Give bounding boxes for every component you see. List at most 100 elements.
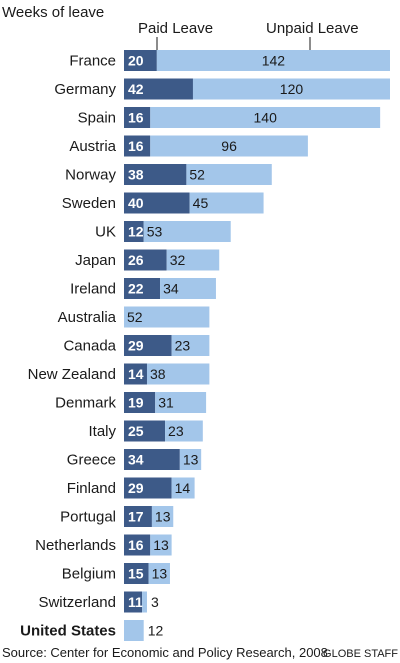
bar-unpaid-belgium bbox=[148, 563, 170, 584]
bar-unpaid-norway bbox=[186, 164, 272, 185]
category-label-france: France bbox=[69, 53, 116, 70]
value-label-unpaid-uk: 53 bbox=[147, 224, 163, 240]
value-label-paid-norway: 38 bbox=[128, 167, 144, 183]
bar-paid-finland bbox=[124, 477, 172, 499]
category-label-australia: Australia bbox=[58, 309, 117, 326]
value-label-paid-netherlands: 16 bbox=[128, 537, 144, 553]
value-label-paid-italy: 25 bbox=[128, 423, 144, 439]
bar-unpaid-japan bbox=[166, 249, 220, 271]
bar-paid-france bbox=[124, 50, 157, 71]
value-label-paid-austria: 16 bbox=[128, 138, 144, 154]
value-label-unpaid-australia: 52 bbox=[127, 309, 143, 325]
value-label-paid-ireland: 22 bbox=[128, 281, 144, 297]
source-note: Source: Center for Economic and Policy R… bbox=[2, 645, 328, 660]
value-label-unpaid-sweden: 45 bbox=[193, 195, 209, 211]
category-label-ireland: Ireland bbox=[70, 281, 116, 298]
bar-paid-denmark bbox=[124, 392, 156, 413]
legend-paid-label: Paid Leave bbox=[138, 20, 213, 37]
bar-unpaid-australia bbox=[124, 306, 210, 328]
category-label-denmark: Denmark bbox=[55, 395, 116, 412]
bar-unpaid-portugal bbox=[151, 506, 174, 527]
category-label-switzerland: Switzerland bbox=[38, 594, 116, 611]
value-label-unpaid-switzerland: 3 bbox=[151, 594, 159, 610]
value-label-unpaid-austria: 96 bbox=[221, 138, 237, 154]
value-label-paid-finland: 29 bbox=[128, 480, 144, 496]
value-label-unpaid-ireland: 34 bbox=[163, 281, 179, 297]
category-label-canada: Canada bbox=[63, 338, 116, 355]
value-label-unpaid-france: 142 bbox=[262, 53, 286, 69]
value-label-unpaid-united-states: 12 bbox=[148, 623, 164, 639]
bar-unpaid-canada bbox=[171, 335, 210, 356]
category-label-finland: Finland bbox=[67, 480, 116, 497]
bar-unpaid-ireland bbox=[160, 278, 216, 299]
bar-paid-canada bbox=[124, 335, 172, 356]
category-label-greece: Greece bbox=[67, 452, 116, 469]
bar-unpaid-italy bbox=[165, 420, 203, 442]
value-label-unpaid-canada: 23 bbox=[175, 338, 191, 354]
bar-paid-portugal bbox=[124, 506, 152, 527]
value-label-paid-japan: 26 bbox=[128, 252, 144, 268]
category-label-netherlands: Netherlands bbox=[35, 537, 116, 554]
bar-unpaid-germany bbox=[192, 78, 390, 100]
category-label-sweden: Sweden bbox=[62, 195, 116, 212]
bar-paid-netherlands bbox=[124, 534, 151, 556]
bar-unpaid-denmark bbox=[155, 392, 207, 413]
bar-paid-ireland bbox=[124, 278, 161, 299]
bar-paid-norway bbox=[124, 164, 187, 185]
bar-paid-germany bbox=[124, 78, 193, 100]
bar-unpaid-greece bbox=[179, 449, 202, 470]
value-label-paid-greece: 34 bbox=[128, 452, 144, 468]
value-label-unpaid-italy: 23 bbox=[168, 423, 184, 439]
value-label-unpaid-denmark: 31 bbox=[158, 395, 174, 411]
value-label-paid-spain: 16 bbox=[128, 110, 144, 126]
bar-unpaid-austria bbox=[150, 135, 308, 157]
bar-paid-uk bbox=[124, 221, 144, 242]
bar-paid-switzerland bbox=[124, 591, 143, 613]
value-label-unpaid-greece: 13 bbox=[183, 452, 199, 468]
value-label-unpaid-new-zealand: 38 bbox=[150, 366, 166, 382]
value-label-paid-sweden: 40 bbox=[128, 195, 144, 211]
chart-title: Weeks of leave bbox=[2, 4, 104, 21]
category-label-portugal: Portugal bbox=[60, 509, 116, 526]
value-label-unpaid-netherlands: 13 bbox=[153, 537, 169, 553]
bar-unpaid-netherlands bbox=[150, 534, 172, 556]
category-label-austria: Austria bbox=[69, 138, 116, 155]
value-label-paid-portugal: 17 bbox=[128, 509, 144, 525]
bar-paid-austria bbox=[124, 135, 151, 157]
bar-unpaid-france bbox=[156, 50, 390, 71]
bar-unpaid-switzerland bbox=[142, 591, 147, 613]
value-label-unpaid-portugal: 13 bbox=[155, 509, 171, 525]
bar-unpaid-new-zealand bbox=[146, 363, 210, 385]
value-label-paid-canada: 29 bbox=[128, 338, 144, 354]
category-label-belgium: Belgium bbox=[62, 566, 116, 583]
bar-paid-japan bbox=[124, 249, 167, 271]
value-label-paid-switzerland: 11 bbox=[128, 594, 143, 610]
bar-unpaid-uk bbox=[143, 221, 231, 242]
value-label-unpaid-norway: 52 bbox=[189, 167, 205, 183]
category-label-germany: Germany bbox=[54, 81, 116, 98]
bar-unpaid-united-states bbox=[124, 620, 144, 641]
value-label-unpaid-germany: 120 bbox=[280, 81, 304, 97]
bar-paid-new-zealand bbox=[124, 363, 147, 385]
legend-unpaid-label: Unpaid Leave bbox=[266, 20, 359, 37]
category-label-italy: Italy bbox=[88, 423, 116, 440]
bars-layer: France 20 142 Germany 42 120 Spain 16 140 Austria… bbox=[20, 50, 390, 641]
category-label-japan: Japan bbox=[75, 252, 116, 269]
bar-paid-italy bbox=[124, 420, 166, 442]
category-label-united-states: United States bbox=[20, 623, 116, 640]
value-label-paid-denmark: 19 bbox=[128, 395, 144, 411]
bar-unpaid-spain bbox=[150, 107, 381, 128]
credit-note: GLOBE STAFF bbox=[323, 648, 398, 660]
value-label-unpaid-japan: 32 bbox=[170, 252, 186, 268]
bar-unpaid-sweden bbox=[189, 192, 264, 214]
bar-paid-belgium bbox=[124, 563, 149, 584]
value-label-unpaid-belgium: 13 bbox=[152, 566, 168, 582]
category-label-new-zealand: New Zealand bbox=[28, 366, 116, 383]
value-label-paid-new-zealand: 14 bbox=[128, 366, 144, 382]
value-label-unpaid-spain: 140 bbox=[254, 110, 278, 126]
value-label-paid-uk: 12 bbox=[128, 224, 144, 240]
bar-paid-sweden bbox=[124, 192, 190, 214]
value-label-paid-belgium: 15 bbox=[128, 566, 144, 582]
category-label-norway: Norway bbox=[65, 167, 116, 184]
